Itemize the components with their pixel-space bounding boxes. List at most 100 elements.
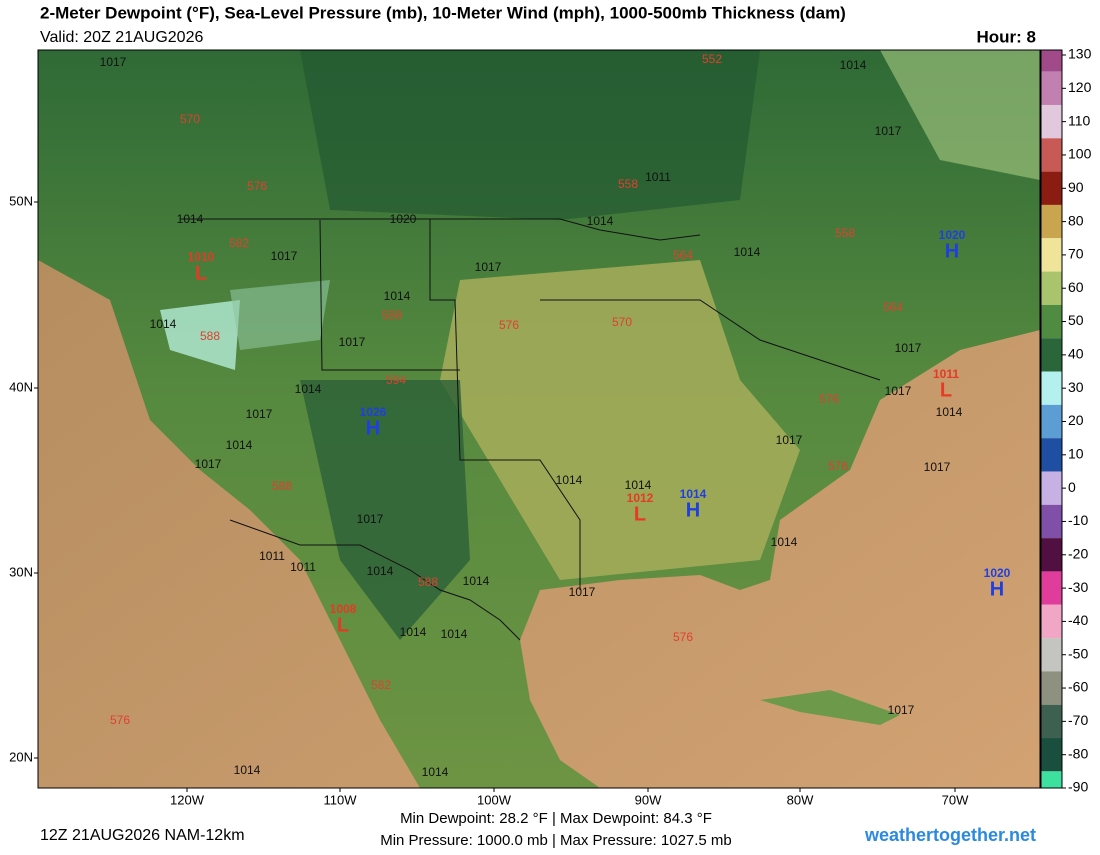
colorbar-label: 100 — [1068, 146, 1092, 162]
isobar-label: 1011 — [645, 170, 671, 184]
state-lines — [540, 299, 881, 381]
lat-label: 50N — [9, 193, 33, 208]
pressure-value: 1020 — [984, 566, 1011, 580]
thickness-label: 576 — [247, 179, 267, 193]
isobar-label: 1017 — [195, 457, 222, 471]
thickness-label: 558 — [618, 177, 638, 191]
isobar-label: 1014 — [384, 289, 411, 303]
isobar-label: 1017 — [875, 124, 902, 138]
colorbar-label: -70 — [1068, 712, 1088, 728]
colorbar-label: 30 — [1068, 379, 1084, 395]
colorbar-label: -10 — [1068, 512, 1088, 528]
thickness-label: 576 — [110, 713, 130, 727]
forecast-hour: Hour: 8 — [977, 27, 1037, 46]
colorbar-label: -40 — [1068, 612, 1088, 628]
colorbar-segment — [1041, 604, 1062, 639]
dry-rockies — [300, 380, 470, 640]
pressure-value: 1010 — [188, 250, 215, 264]
isobar-label: 1017 — [895, 341, 922, 355]
site-link[interactable]: weathertogether.net — [864, 825, 1036, 845]
isobar-label: 1017 — [100, 55, 127, 69]
thickness-label: 582 — [229, 236, 249, 250]
pressure-value: 1011 — [933, 367, 959, 381]
isobar-label: 1014 — [226, 438, 253, 452]
colorbar-label: -50 — [1068, 645, 1088, 661]
colorbar-segment — [1041, 338, 1062, 372]
colorbar-segment — [1041, 371, 1062, 405]
thickness-label: 588 — [418, 575, 438, 589]
isobar-label: 1020 — [390, 212, 417, 226]
dry-patch — [230, 280, 330, 350]
isobar-label: 1014 — [295, 382, 322, 396]
colorbar-segment — [1041, 671, 1062, 705]
colorbar-segment — [1041, 50, 1062, 72]
map-frame — [37, 49, 1041, 789]
lon-label: 70W — [942, 792, 969, 807]
colorbar-segment — [1041, 71, 1062, 105]
pressure-center: H — [366, 417, 380, 439]
pressure-center: H — [686, 499, 700, 521]
thickness-label: 582 — [371, 678, 391, 692]
thickness-label: 588 — [200, 329, 220, 343]
colorbar-segment — [1041, 638, 1062, 672]
isobar-label: 1017 — [271, 249, 298, 263]
colorbar-label: 60 — [1068, 279, 1084, 295]
isobar-label: 1014 — [771, 535, 798, 549]
colorbar-segment — [1041, 504, 1062, 539]
pressure-value: 1026 — [360, 405, 387, 419]
colorbar-segment — [1041, 571, 1062, 605]
colorbar-label: 50 — [1068, 312, 1084, 328]
colorbar-label: 120 — [1068, 79, 1092, 95]
colorbar-label: 130 — [1068, 46, 1092, 62]
lon-label: 120W — [170, 792, 205, 807]
isobar-label: 1014 — [177, 212, 204, 226]
border-us-canada — [180, 218, 701, 241]
colorbar-label: -90 — [1068, 779, 1088, 795]
cuba — [760, 690, 900, 725]
thickness-label: 588 — [382, 308, 402, 322]
lat-label: 40N — [9, 379, 33, 394]
moist-region — [440, 260, 800, 580]
map-title: 2-Meter Dewpoint (°F), Sea-Level Pressur… — [40, 3, 846, 22]
canada-dark — [300, 50, 760, 220]
isobar-label: 1017 — [885, 384, 912, 398]
lon-label: 100W — [477, 792, 512, 807]
state-lines — [429, 219, 581, 590]
thickness-label: 576 — [819, 392, 839, 406]
thickness-label: 564 — [883, 300, 903, 314]
colorbar-label: 110 — [1068, 112, 1091, 128]
colorbar-label: -30 — [1068, 579, 1088, 595]
pressure-center: H — [945, 240, 959, 262]
isobar-label: 1014 — [587, 214, 614, 228]
colorbar-label: 20 — [1068, 412, 1084, 428]
colorbar-label: 90 — [1068, 179, 1084, 195]
lat-label: 30N — [9, 564, 33, 579]
pressure-range: Min Pressure: 1000.0 mb | Max Pressure: … — [380, 832, 732, 849]
dry-patch — [160, 300, 240, 370]
pressure-value: 1012 — [627, 491, 654, 505]
isobar-label: 1014 — [150, 317, 177, 331]
northeast-light — [880, 50, 1040, 180]
border-us-mexico — [229, 519, 521, 641]
isobar-label: 1017 — [357, 512, 384, 526]
colorbar-segment — [1041, 438, 1062, 472]
colorbar-segment — [1041, 738, 1062, 772]
isobar-label: 1017 — [569, 585, 596, 599]
isobar-label: 1011 — [259, 549, 285, 563]
thickness-label: 570 — [612, 315, 632, 329]
colorbar-label: -60 — [1068, 679, 1088, 695]
pressure-value: 1020 — [939, 228, 966, 242]
isobar-label: 1017 — [924, 460, 951, 474]
isobar-label: 1014 — [840, 58, 867, 72]
colorbar-label: 0 — [1068, 479, 1076, 495]
colorbar-segment — [1041, 138, 1062, 172]
colorbar-frame — [1040, 49, 1063, 789]
isobar-label: 1014 — [463, 574, 490, 588]
lon-label: 110W — [324, 792, 358, 807]
thickness-label: 552 — [702, 52, 722, 66]
colorbar-segment — [1041, 404, 1062, 439]
pressure-value: 1008 — [330, 602, 357, 616]
thickness-label: 576 — [499, 318, 519, 332]
valid-time: Valid: 20Z 21AUG2026 — [40, 29, 203, 46]
colorbar-segment — [1041, 538, 1062, 572]
